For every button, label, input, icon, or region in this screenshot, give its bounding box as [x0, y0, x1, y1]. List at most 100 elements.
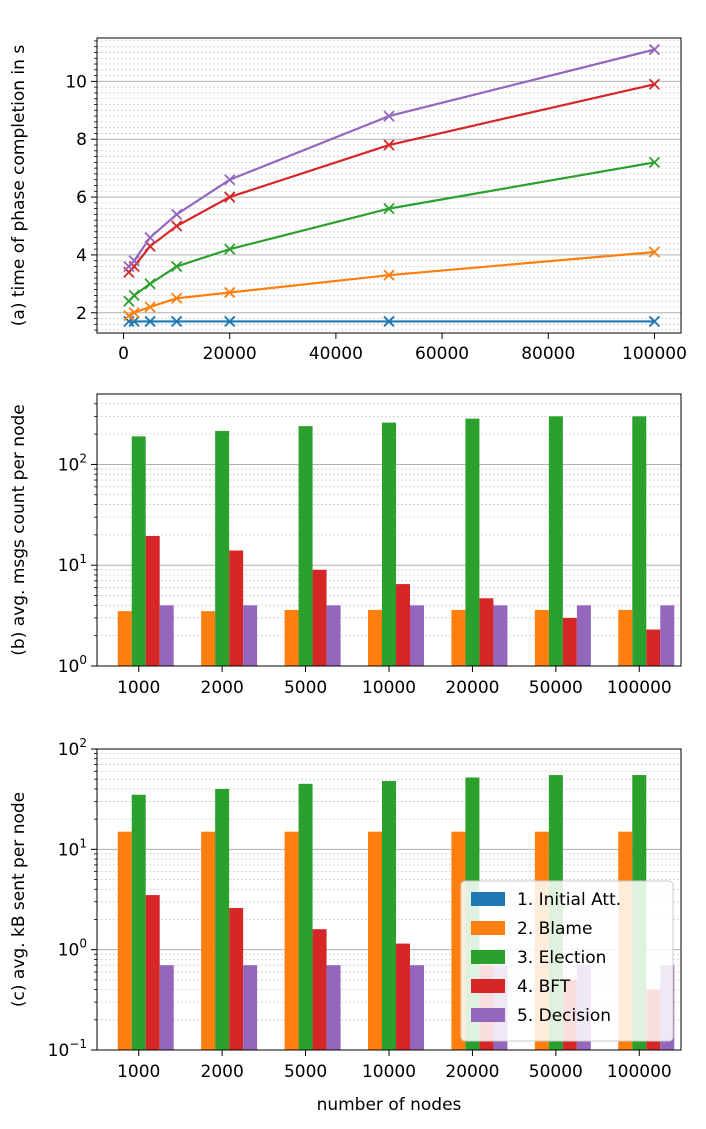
- y-tick-label: 100: [58, 937, 87, 961]
- x-tick-label: 50000: [529, 1062, 583, 1082]
- bar-election: [632, 416, 647, 666]
- x-tick-label: 10000: [362, 1062, 416, 1082]
- legend-swatch-bft: [471, 979, 505, 993]
- x-tick-label: 20000: [203, 344, 257, 364]
- legend-swatch-initial: [471, 892, 505, 906]
- x-tick-label: 100000: [607, 1062, 672, 1082]
- axes-frame: [96, 393, 682, 667]
- legend-label-decision: 5. Decision: [517, 1006, 611, 1026]
- x-tick-label: 1000: [117, 678, 160, 698]
- x-tick-label: 1000: [117, 1062, 160, 1082]
- bar-bft: [396, 584, 410, 666]
- legend-label-initial: 1. Initial Att.: [517, 890, 621, 910]
- x-tick-label: 5000: [284, 1062, 327, 1082]
- data-point-election: [170, 260, 183, 273]
- y-tick-label: 101: [58, 552, 87, 576]
- data-point-decision: [224, 174, 236, 186]
- legend-label-bft: 4. BFT: [517, 977, 571, 997]
- bar-decision: [493, 605, 508, 666]
- bar-bft: [479, 598, 494, 666]
- bar-decision: [243, 605, 258, 666]
- bar-blame: [451, 609, 466, 666]
- data-point-decision: [648, 43, 661, 56]
- bar-election: [382, 422, 396, 666]
- y-tick-label: 101: [58, 836, 87, 860]
- bar-decision: [326, 965, 341, 1050]
- x-tick-label: 2000: [201, 1062, 244, 1082]
- y-tick-label: 102: [58, 736, 87, 760]
- panel-a: 2 4 6 8 10 0 20000 40000 60000 80000 100000 (a) tim…: [9, 37, 687, 364]
- bar-election: [131, 436, 146, 666]
- bar-blame: [368, 609, 382, 666]
- data-point-election: [224, 243, 236, 255]
- bar-decision: [159, 965, 174, 1050]
- data-point-bft: [224, 191, 236, 203]
- data-point-blame: [170, 292, 183, 304]
- series-line-blame: [128, 250, 655, 317]
- bar-election: [465, 418, 480, 666]
- bar-bft: [646, 629, 661, 666]
- x-tick-label: 2000: [201, 678, 244, 698]
- legend-label-election: 3. Election: [517, 948, 606, 968]
- y-tick-label: 100: [58, 653, 87, 677]
- bar-blame: [284, 831, 299, 1050]
- legend-swatch-blame: [471, 921, 505, 935]
- data-point-blame: [224, 286, 236, 299]
- data-point-initial: [170, 315, 183, 328]
- x-tick-label: 20000: [445, 678, 499, 698]
- y-tick-label: 8: [76, 130, 87, 150]
- data-point-election: [648, 156, 661, 168]
- x-tick-label: 80000: [521, 344, 575, 364]
- data-point-blame: [123, 310, 135, 322]
- x-tick-label: 10000: [362, 678, 416, 698]
- y-tick-label: 2: [76, 304, 87, 324]
- bar-decision: [243, 965, 258, 1050]
- bar-bft: [396, 943, 410, 1050]
- legend-swatch-election: [471, 950, 505, 964]
- data-point-decision: [383, 110, 395, 122]
- x-tick-label: 40000: [309, 344, 363, 364]
- bar-blame: [368, 831, 382, 1050]
- y-tick-label: 10−1: [48, 1037, 87, 1061]
- panel-c: 10−1 100 101 102 1000 2000 5000 10000 20000 50000…: [9, 736, 682, 1115]
- bar-decision: [576, 605, 591, 666]
- bar-election: [298, 426, 313, 666]
- x-tick-label: 5000: [284, 678, 327, 698]
- bar-blame: [117, 611, 132, 666]
- series-line-election: [128, 161, 655, 302]
- bar-election: [382, 780, 396, 1050]
- data-point-initial: [144, 315, 156, 328]
- bar-bft: [312, 569, 327, 666]
- x-tick-label: 20000: [445, 1062, 499, 1082]
- bar-blame: [618, 609, 633, 666]
- bar-decision: [410, 605, 424, 666]
- bar-blame: [534, 609, 549, 666]
- legend-box: [460, 880, 674, 1042]
- x-tick-label: 100000: [607, 678, 672, 698]
- data-point-decision: [144, 231, 156, 244]
- bar-election: [548, 416, 563, 666]
- y-tick-label: 4: [76, 246, 87, 266]
- x-tick-label: 60000: [415, 344, 469, 364]
- data-point-bft: [170, 220, 183, 232]
- x-tick-label: 0: [118, 344, 129, 364]
- legend: 1. Initial Att. 2. Blame 3. Election 4. BFT…: [460, 880, 674, 1042]
- legend-swatch-decision: [471, 1008, 505, 1022]
- bar-election: [215, 430, 230, 666]
- data-point-initial: [648, 315, 661, 328]
- panel-b: 100 101 102 1000 2000 5000 10000 20000 50000 1000…: [9, 393, 682, 698]
- bar-bft: [229, 550, 244, 666]
- bar-decision: [326, 605, 341, 666]
- data-point-initial: [224, 315, 236, 328]
- data-point-blame: [144, 301, 156, 313]
- bar-election: [131, 794, 146, 1050]
- data-point-blame: [648, 246, 661, 258]
- bar-blame: [201, 831, 216, 1050]
- data-point-election: [383, 203, 395, 215]
- series-line-decision: [128, 48, 655, 268]
- data-point-bft: [648, 78, 661, 90]
- x-tick-label: 100000: [622, 344, 687, 364]
- x-axis-label: number of nodes: [317, 1095, 462, 1115]
- y-axis-label: (a) time of phase completion in s: [9, 45, 29, 327]
